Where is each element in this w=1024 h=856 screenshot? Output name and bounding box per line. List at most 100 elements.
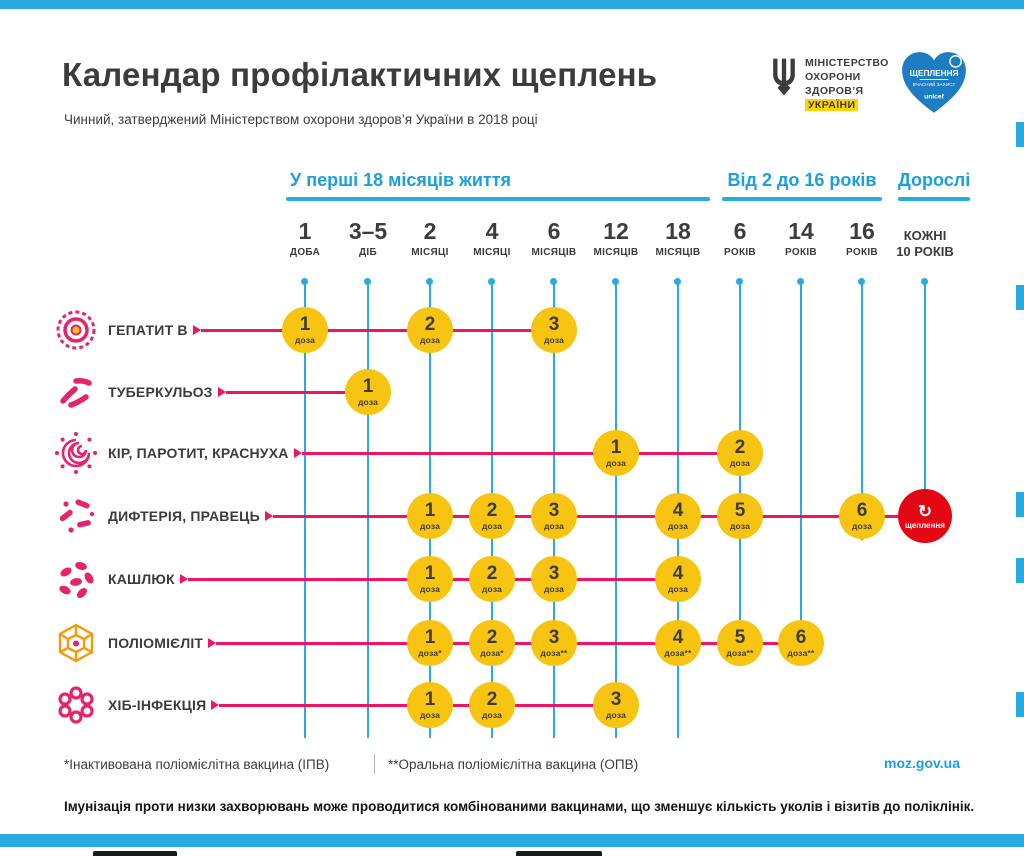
dose-unit: доза* <box>480 648 504 658</box>
column-age-number: 6 <box>733 218 747 244</box>
hib-bacteria-icon <box>54 683 98 727</box>
dose-marker: 6 доза <box>839 493 885 539</box>
column-age-number: 1 <box>298 218 312 244</box>
timeline-dot <box>797 278 804 285</box>
edge-mark <box>1016 492 1024 517</box>
dose-number: 5 <box>734 627 746 648</box>
dose-marker: 4 доза <box>655 493 701 539</box>
moz-website-link[interactable]: moz.gov.ua <box>884 755 960 771</box>
column-age-unit: МІСЯЦІ <box>473 247 511 259</box>
combination-vaccines-note: Імунізація проти низки захворювань може … <box>64 799 975 814</box>
measles-virus-icon <box>54 431 98 475</box>
dose-number: 1 <box>424 500 436 521</box>
badge-circle-icon <box>949 55 962 68</box>
dose-unit: доза* <box>418 648 442 658</box>
dose-unit: доза** <box>726 648 754 658</box>
vaccine-row: ДИФТЕРІЯ, ПРАВЕЦЬ <box>54 493 925 539</box>
dose-marker: 1 доза* <box>407 620 453 666</box>
dose-number: 6 <box>795 627 807 648</box>
vaccination-campaign-heart-logo: ЩЕПЛЕННЯ ВЧАСНИЙ ЗАХИСТ unicef <box>897 48 971 123</box>
dose-number: 3 <box>548 500 560 521</box>
dose-marker: 1 доза <box>407 493 453 539</box>
dose-marker: 1 доза <box>345 369 391 415</box>
timeline-dot <box>488 278 495 285</box>
dose-marker: 4 доза** <box>655 620 701 666</box>
heart-logo-line2: ВЧАСНИЙ ЗАХИСТ <box>913 80 956 88</box>
column-age-unit: МІСЯЦІВ <box>593 247 639 259</box>
vaccine-row: КАШЛЮК <box>54 556 678 602</box>
timeline-column-header: 18 МІСЯЦІВ <box>638 218 718 259</box>
column-age-unit: РОКІВ <box>846 247 878 259</box>
vaccine-label: ТУБЕРКУЛЬОЗ <box>108 384 213 400</box>
timeline-dot <box>858 278 865 285</box>
vaccine-label: ХІБ-ІНФЕКЦІЯ <box>108 697 207 713</box>
dose-unit: доза** <box>787 648 815 658</box>
edge-mark <box>1016 692 1024 717</box>
heart-icon <box>902 52 966 113</box>
dose-unit: доза <box>419 710 441 720</box>
timeline-dot <box>301 278 308 285</box>
timeline-gridline <box>924 284 926 540</box>
dose-unit: доза <box>419 335 441 345</box>
hepatitis-b-virus-icon <box>54 308 98 352</box>
heart-logo-line1: ЩЕПЛЕННЯ <box>910 69 959 78</box>
timeline-dot <box>550 278 557 285</box>
column-age-unit: МІСЯЦІВ <box>655 247 701 259</box>
dose-unit: доза <box>543 584 565 594</box>
dose-marker: 3 доза <box>593 682 639 728</box>
timeline-column-header: 6 МІСЯЦІВ <box>514 218 594 259</box>
dose-number: 2 <box>486 500 498 521</box>
dose-unit: доза <box>605 710 627 720</box>
timeline-gridline <box>615 284 617 738</box>
dose-marker: 3 доза** <box>531 620 577 666</box>
dose-unit: доза <box>543 335 565 345</box>
bottom-accent-bar <box>0 834 1024 847</box>
group-label-first-18-months: У перші 18 місяців життя <box>290 170 512 190</box>
arrow-right-icon <box>217 387 226 397</box>
dose-marker: 5 доза** <box>717 620 763 666</box>
timeline-dot <box>921 278 928 285</box>
dose-unit: доза <box>481 584 503 594</box>
dose-unit: доза** <box>540 648 568 658</box>
timeline-column-header: 12 МІСЯЦІВ <box>576 218 656 259</box>
top-accent-bar <box>0 0 1024 9</box>
refresh-icon: ↻ <box>917 501 933 521</box>
dose-number: 6 <box>856 500 868 521</box>
vaccine-label: ГЕПАТИТ В <box>108 322 188 338</box>
dose-number: 1 <box>299 314 311 335</box>
column-age-unit: МІСЯЦІВ <box>531 247 577 259</box>
ministry-line: ЗДОРОВ’Я <box>805 85 864 98</box>
vaccine-row: ГЕПАТИТ В <box>54 307 554 353</box>
dose-number: 2 <box>734 437 746 458</box>
edge-mark <box>1016 558 1024 583</box>
column-age-unit: ДІБ <box>359 247 377 259</box>
dose-number: 2 <box>486 689 498 710</box>
dose-marker: 1 доза <box>407 556 453 602</box>
dose-unit: доза <box>357 397 379 407</box>
arrow-right-icon <box>192 325 201 335</box>
timeline-dot <box>674 278 681 285</box>
dose-number: 3 <box>548 314 560 335</box>
column-age-number: 18 <box>665 218 691 244</box>
booster-marker: ↻ щеплення <box>898 489 952 543</box>
dose-marker: 2 доза <box>469 493 515 539</box>
timeline-dot <box>736 278 743 285</box>
dose-marker: 3 доза <box>531 307 577 353</box>
edge-mark <box>1016 285 1024 310</box>
dose-number: 3 <box>548 563 560 584</box>
column-age-unit: 10 РОКІВ <box>896 243 954 259</box>
group-underline-bar <box>898 197 970 201</box>
dose-marker: 2 доза <box>469 682 515 728</box>
footnote-separator <box>374 754 375 774</box>
schedule-line <box>301 451 740 455</box>
timeline-dot <box>364 278 371 285</box>
timeline-dot <box>426 278 433 285</box>
dose-marker: 2 доза* <box>469 620 515 666</box>
dose-unit: доза <box>294 335 316 345</box>
page-title: Календар профілактичних щеплень <box>62 56 658 93</box>
dose-marker: 2 доза <box>469 556 515 602</box>
timeline-column-header: 1 ДОБА <box>265 218 345 258</box>
vaccine-label: ПОЛІОМІЄЛІТ <box>108 635 204 651</box>
column-age-number: 16 <box>849 218 875 244</box>
